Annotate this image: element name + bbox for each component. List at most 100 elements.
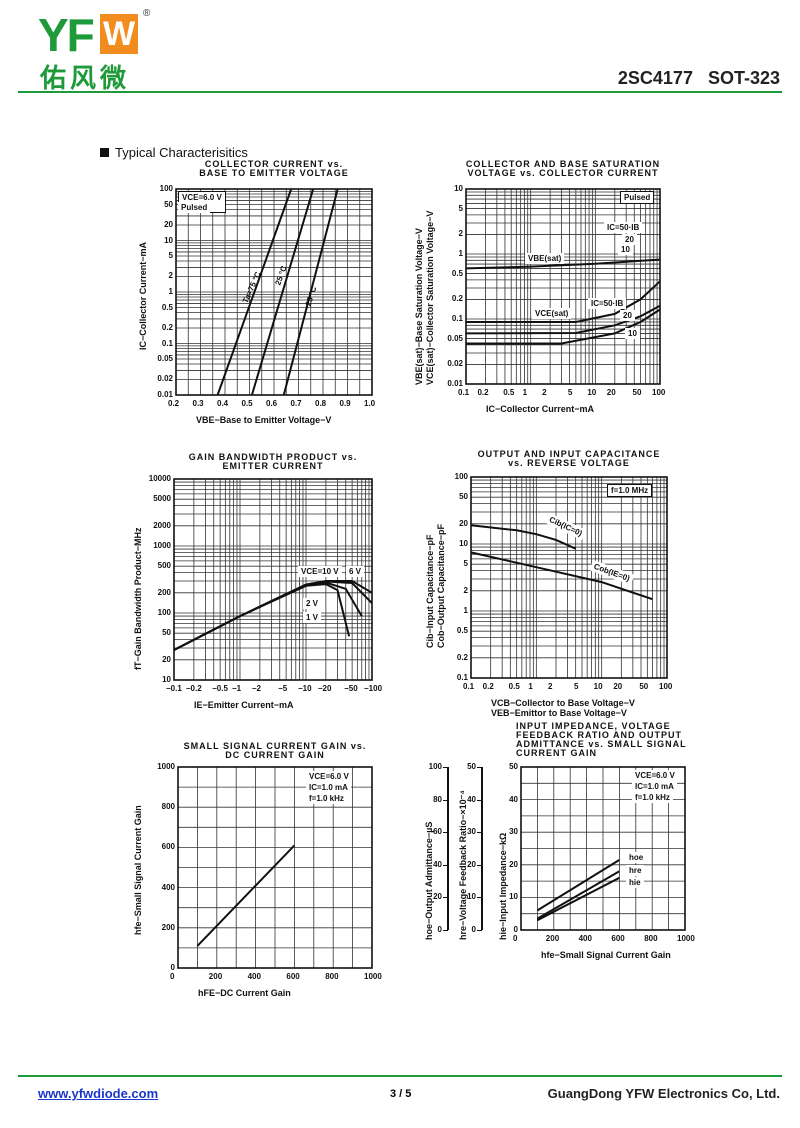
y-tick-label: 0.1 [161,338,173,348]
extra-y-tick-mark [477,799,482,801]
y-tick-label: 0.2 [456,652,468,662]
x-tick-label: 100 [659,682,673,691]
x-tick-label: 1000 [364,972,382,981]
chart-title: COLLECTOR AND BASE SATURATION VOLTAGE vs.… [426,160,700,178]
y-tick-label: 10000 [148,474,171,483]
extra-y-tick-label: 80 [433,794,442,804]
x-tick-label: 1 [528,682,533,691]
series-line-25-c [250,188,315,396]
x-tick-label: 0.4 [217,399,229,408]
y-tick-label: 1000 [157,762,175,771]
plot-frame [470,476,668,679]
x-tick-label: 200 [545,934,560,943]
y-tick-label: 100 [454,472,468,481]
y-axis-label: fT−Gain Bandwidth Product−MHz [133,527,143,670]
x-tick-label: 200 [208,972,223,981]
extra-y-tick-mark [477,897,482,899]
series-line--25-c [282,188,339,396]
chart-title: OUTPUT AND INPUT CAPACITANCE vs. REVERSE … [431,450,707,468]
y-axis-label: IC−Collector Current−mA [138,241,148,350]
plot-frame [177,766,373,969]
chart-annotation: 20 [620,310,635,321]
y-axis-label: hie−Input Impedance−kΩ [498,832,508,940]
chart-annotation: Pulsed [620,191,655,204]
extra-y-tick-label: 30 [467,827,476,837]
chart-annotation: hie [626,877,644,888]
y-tick-label: 0.02 [157,374,173,384]
chart-title-line: SMALL SIGNAL CURRENT GAIN vs. [183,741,367,751]
x-tick-label: 0.5 [241,399,253,408]
y-tick-label: 5 [168,251,173,260]
series-line-1-v [173,583,351,651]
x-tick-label: −2 [251,684,261,693]
y-tick-label: 10 [164,235,173,245]
chart-title-line: GAIN BANDWIDTH PRODUCT vs. [188,452,358,462]
x-tick-label: 800 [325,972,339,981]
y-tick-label: 200 [161,922,175,932]
y-axis-label: Cob−Output Capacitance−pF [436,523,446,648]
y-tick-label: 10 [454,184,463,193]
x-tick-label: 2 [542,388,547,397]
bullet-square-icon [100,148,109,157]
y-tick-label: 20 [509,859,518,869]
x-tick-label: 0 [513,934,518,943]
series-line-vbe-sat- [465,258,661,270]
y-axis-label: hfe−Small Signal Current Gain [133,805,143,935]
x-tick-label: −100 [364,684,383,693]
x-tick-label: 0.2 [168,399,180,408]
y-tick-label: 50 [164,199,173,209]
website-link[interactable]: www.yfwdiode.com [38,1086,159,1101]
y-tick-label: 800 [161,802,175,812]
chart-annotation: Pulsed [178,202,211,213]
registered-mark: ® [143,8,151,19]
chart-plot-area [173,478,373,681]
plot-frame [520,766,686,931]
y-tick-label: 2 [463,585,468,595]
extra-y-tick-mark [477,767,482,768]
y-tick-label: 5000 [153,494,171,504]
extra-y-tick-mark [443,799,448,801]
series-line-hie [536,876,620,922]
y-axis-label: VBE(sat)−Base Saturation Voltage−V [414,228,424,385]
chart-plot-area [177,766,373,969]
extra-y-tick-mark [477,864,482,866]
chart-annotation: 6 V [346,566,365,577]
plot-frame [175,188,373,396]
y-tick-label: 20 [459,518,468,528]
chart-annotation: VCE=6.0 V [306,771,352,782]
x-tick-label: 50 [639,682,649,691]
extra-y-tick-label: 50 [467,762,476,771]
chart-title-line: INPUT IMPEDANCE, VOLTAGE [516,721,671,731]
x-axis-label: hfe−Small Signal Current Gain [541,950,671,960]
x-tick-label: 50 [632,388,642,397]
x-tick-label: 600 [286,972,300,981]
y-tick-label: 0.5 [451,268,463,278]
series-line-cib-ic-0- [470,524,577,550]
y-tick-label: 50 [459,492,468,502]
y-tick-label: 10 [509,892,518,902]
extra-y-axis-line [481,767,483,930]
x-tick-label: −0.1 [166,684,182,693]
x-tick-label: 0.1 [458,388,470,397]
chart-title-line: CURRENT GAIN [516,748,597,758]
x-tick-label: −10 [298,684,312,693]
chart-title-line: COLLECTOR AND BASE SATURATION [465,159,661,169]
x-tick-label: 20 [613,682,623,691]
x-tick-label: 10 [593,682,603,691]
chart-title: GAIN BANDWIDTH PRODUCT vs. EMITTER CURREN… [134,453,412,471]
footer-divider [18,1075,782,1077]
x-tick-label: 400 [247,972,261,981]
chart-plot-area [470,476,668,679]
chart-title-line: VOLTAGE vs. COLLECTOR CURRENT [467,168,659,178]
y-tick-label: 2 [458,229,463,239]
chart-annotation: VBE(sat) [525,253,565,264]
extra-y-tick-mark [477,832,482,834]
chart-title-line: EMITTER CURRENT [222,461,324,471]
extra-y-tick-mark [443,832,448,834]
y-tick-label: 50 [509,762,518,771]
y-tick-label: 20 [162,654,171,664]
chart-title-line: FEEDBACK RATIO AND OUTPUT [516,730,682,740]
chart-plot-area [465,188,661,385]
chart-title-line: vs. REVERSE VOLTAGE [508,458,630,468]
x-tick-label: 0.2 [477,388,489,397]
